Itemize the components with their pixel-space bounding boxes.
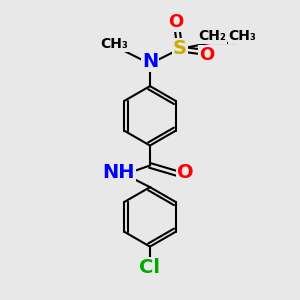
Text: CH₃: CH₃: [100, 38, 128, 52]
Text: CH₃: CH₃: [228, 29, 256, 44]
Text: O: O: [168, 13, 183, 31]
Text: Cl: Cl: [140, 258, 160, 277]
Text: S: S: [173, 39, 187, 58]
Text: N: N: [142, 52, 158, 71]
Text: NH: NH: [103, 164, 135, 182]
Text: CH₂: CH₂: [199, 29, 226, 44]
Text: O: O: [177, 163, 194, 182]
Text: O: O: [199, 46, 214, 64]
